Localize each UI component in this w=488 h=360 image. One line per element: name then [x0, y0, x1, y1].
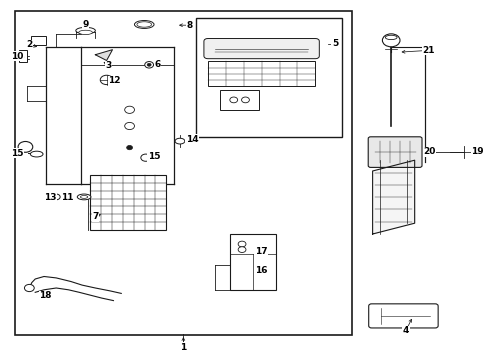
- Bar: [207, 61, 315, 86]
- Ellipse shape: [80, 195, 88, 198]
- Text: 18: 18: [39, 292, 52, 300]
- Text: 14: 14: [185, 135, 198, 144]
- Ellipse shape: [76, 27, 95, 34]
- Text: 11: 11: [61, 193, 74, 202]
- FancyBboxPatch shape: [368, 304, 437, 328]
- Polygon shape: [372, 160, 414, 234]
- Text: 2: 2: [26, 40, 32, 49]
- Text: 21: 21: [421, 46, 434, 55]
- Text: 5: 5: [331, 40, 337, 49]
- Text: 10: 10: [11, 52, 24, 61]
- Circle shape: [382, 34, 399, 47]
- Circle shape: [124, 106, 134, 113]
- Bar: [90, 175, 166, 230]
- Circle shape: [126, 145, 132, 150]
- Circle shape: [241, 97, 249, 103]
- Text: 12: 12: [108, 76, 121, 85]
- Text: 20: 20: [423, 148, 435, 157]
- Ellipse shape: [30, 151, 43, 157]
- Text: 8: 8: [186, 21, 192, 30]
- Text: 13: 13: [43, 193, 56, 202]
- Text: 15: 15: [11, 149, 24, 158]
- Text: 17: 17: [254, 247, 267, 256]
- Bar: [31, 36, 46, 45]
- Text: 1: 1: [180, 343, 186, 352]
- Circle shape: [238, 247, 245, 252]
- Text: 15: 15: [147, 152, 160, 161]
- Bar: [19, 50, 27, 62]
- Circle shape: [144, 62, 153, 68]
- Text: 19: 19: [470, 148, 483, 157]
- Circle shape: [147, 63, 151, 66]
- Polygon shape: [95, 50, 112, 60]
- Text: 16: 16: [254, 266, 267, 275]
- FancyBboxPatch shape: [367, 137, 421, 167]
- Circle shape: [124, 122, 134, 130]
- FancyBboxPatch shape: [203, 39, 319, 59]
- Bar: [15, 11, 351, 335]
- Circle shape: [238, 241, 245, 247]
- Bar: [195, 18, 342, 137]
- Circle shape: [141, 154, 150, 161]
- Circle shape: [52, 194, 60, 200]
- Bar: [220, 90, 259, 110]
- Ellipse shape: [175, 138, 184, 144]
- Text: 6: 6: [154, 60, 160, 69]
- Ellipse shape: [137, 22, 151, 27]
- Bar: [229, 234, 276, 290]
- Text: 7: 7: [92, 212, 99, 221]
- Ellipse shape: [79, 30, 92, 35]
- Circle shape: [100, 75, 113, 85]
- Ellipse shape: [134, 21, 154, 28]
- Circle shape: [229, 97, 237, 103]
- Ellipse shape: [77, 194, 91, 200]
- Text: 9: 9: [82, 20, 89, 29]
- Text: 3: 3: [105, 61, 111, 70]
- Circle shape: [24, 284, 34, 292]
- Ellipse shape: [385, 35, 396, 40]
- Text: 4: 4: [402, 326, 408, 335]
- Circle shape: [18, 141, 33, 152]
